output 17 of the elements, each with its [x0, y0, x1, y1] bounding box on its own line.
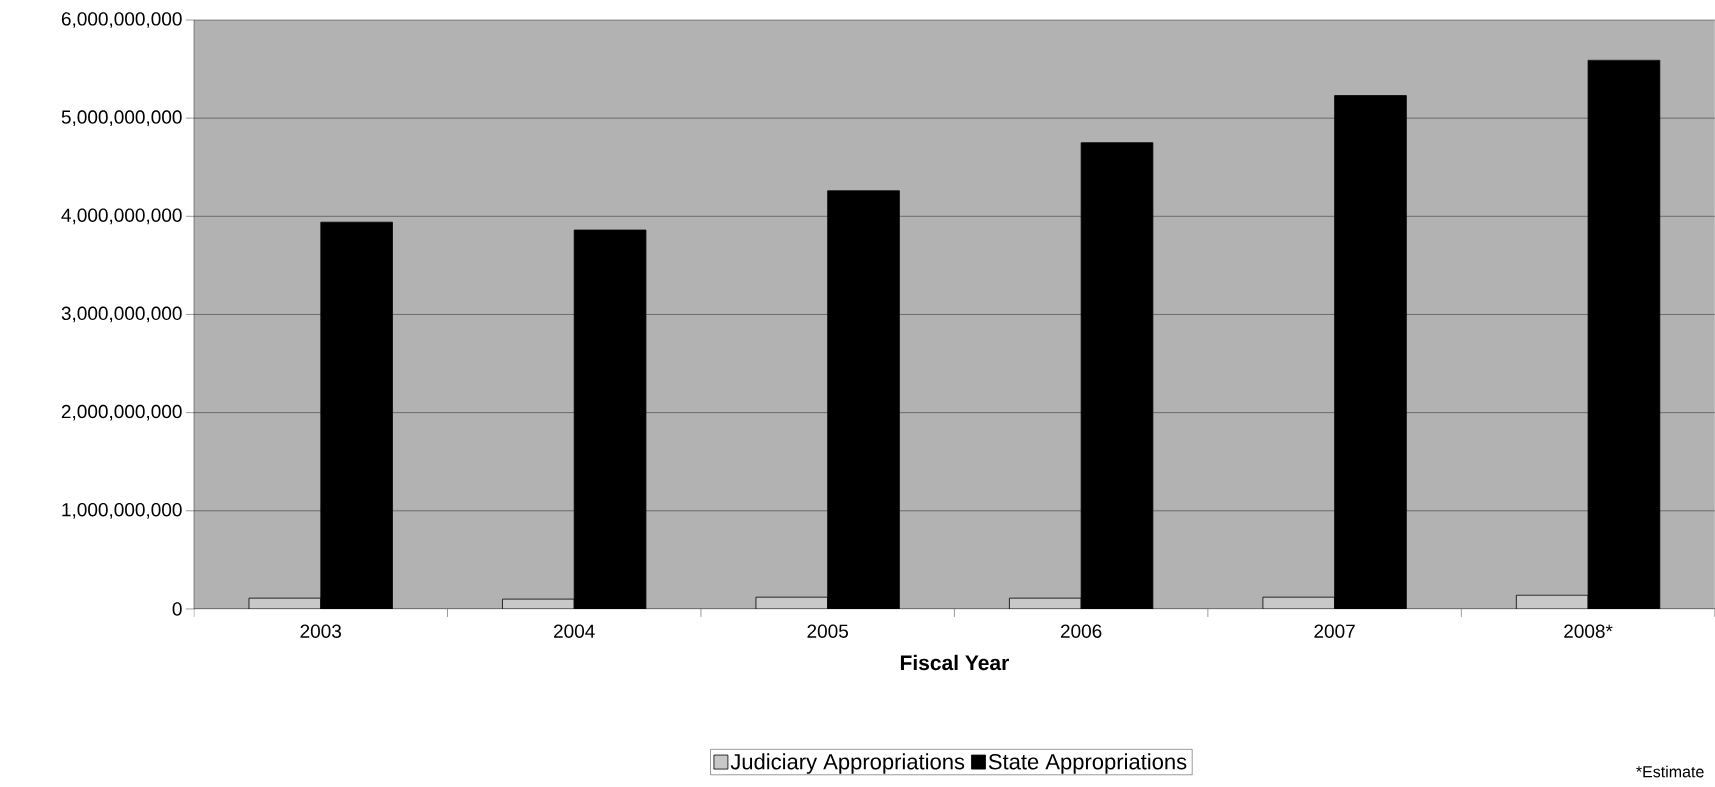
legend-label: Judiciary Appropriations	[730, 753, 965, 774]
x-tick-label: 2006	[1060, 624, 1102, 638]
y-tick-label: 0	[172, 602, 182, 616]
x-tick-label: 2008*	[1564, 624, 1613, 638]
y-tick-label: 6,000,000,000	[61, 12, 182, 28]
legend-label: State Appropriations	[988, 753, 1187, 774]
y-tick-label: 5,000,000,000	[61, 110, 182, 127]
x-tick-label: 2003	[300, 624, 341, 638]
text: *Estimate	[1636, 765, 1704, 778]
x-axis-title: Fiscal Year	[900, 654, 1009, 671]
x-tick-label: 2007	[1314, 624, 1355, 638]
y-tick-label: 3,000,000,000	[61, 306, 182, 323]
y-tick-label: 2,000,000,000	[61, 404, 182, 421]
x-tick-label: 2004	[554, 624, 595, 638]
y-tick-label: 1,000,000,000	[62, 502, 182, 519]
x-tick-label: 2005	[807, 624, 848, 638]
y-tick-label: 4,000,000,000	[61, 208, 182, 225]
